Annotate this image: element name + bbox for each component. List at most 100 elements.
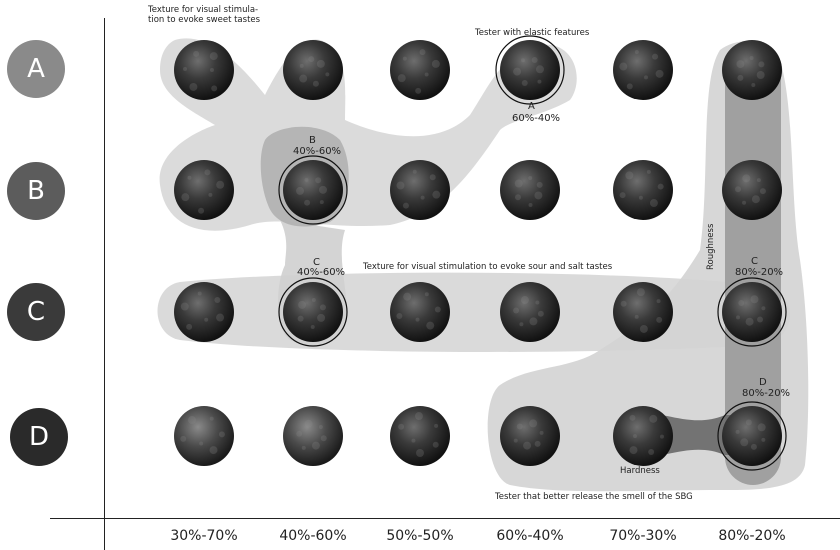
sphere-texture-speck xyxy=(756,178,761,183)
hardness-note: Hardness xyxy=(620,466,660,476)
sphere-texture-speck xyxy=(298,300,307,309)
sphere-texture-speck xyxy=(649,199,658,208)
sphere-texture-speck xyxy=(301,445,306,450)
highlight-c1-letter: C xyxy=(313,257,320,268)
sphere-texture-speck xyxy=(514,179,523,188)
sphere-texture-speck xyxy=(398,423,405,430)
highlight-ring-3 xyxy=(278,277,348,347)
sphere-texture-speck xyxy=(204,317,209,322)
sphere-texture-speck xyxy=(516,423,523,430)
sphere-texture-speck xyxy=(513,307,520,314)
sphere-texture-speck xyxy=(311,441,320,450)
sphere-texture-speck xyxy=(655,69,664,78)
sphere-texture-speck xyxy=(209,446,218,455)
sample-sphere-a-2 xyxy=(283,40,343,100)
sphere-texture-speck xyxy=(187,175,192,180)
sphere-texture-speck xyxy=(319,200,324,205)
sphere-texture-speck xyxy=(757,423,766,432)
sphere-texture-speck xyxy=(311,298,316,303)
sample-sphere-c-5 xyxy=(613,282,673,342)
sphere-texture-speck xyxy=(625,171,634,180)
roughness-note: Roughness xyxy=(706,223,716,270)
sphere-texture-speck xyxy=(432,441,439,448)
sphere-texture-speck xyxy=(199,441,204,446)
sphere-texture-speck xyxy=(416,449,424,457)
sphere-texture-speck xyxy=(534,440,541,447)
sphere-texture-speck xyxy=(536,181,543,188)
row-label-b: B xyxy=(7,162,65,220)
sphere-texture-speck xyxy=(186,323,193,330)
sample-sphere-a-5 xyxy=(613,40,673,100)
smell-note: Tester that better release the smell of … xyxy=(495,492,693,502)
sphere-texture-speck xyxy=(649,414,658,423)
sphere-texture-speck xyxy=(534,191,543,200)
sphere-texture-speck xyxy=(619,192,626,199)
highlight-ring-4 xyxy=(717,277,787,347)
sphere-texture-speck xyxy=(742,200,747,205)
sphere-texture-speck xyxy=(735,186,742,193)
sphere-texture-speck xyxy=(513,438,518,443)
sphere-texture-speck xyxy=(415,87,422,94)
sphere-texture-speck xyxy=(299,74,308,83)
sphere-texture-speck xyxy=(620,300,627,307)
sphere-texture-speck xyxy=(735,315,740,320)
sphere-texture-speck xyxy=(312,80,319,87)
sphere-texture-speck xyxy=(537,310,544,317)
sphere-texture-speck xyxy=(537,79,542,84)
sphere-texture-speck xyxy=(424,72,429,77)
sphere-texture-speck xyxy=(180,302,189,311)
sphere-texture-speck xyxy=(216,313,225,322)
highlight-c2-ratio: 80%-20% xyxy=(735,267,784,278)
row-label-d: D xyxy=(10,408,68,466)
sphere-texture-speck xyxy=(633,434,638,439)
sphere-texture-speck xyxy=(434,306,441,313)
sphere-texture-speck xyxy=(419,49,426,56)
highlight-c1-ratio: 40%-60% xyxy=(297,267,346,278)
sphere-texture-speck xyxy=(402,56,407,61)
sphere-texture-speck xyxy=(403,292,412,301)
sphere-texture-speck xyxy=(656,299,661,304)
column-label-60-40: 60%-40% xyxy=(496,528,564,544)
sample-sphere-d-5 xyxy=(613,406,673,466)
sphere-texture-speck xyxy=(656,316,663,323)
sample-sphere-a-4 xyxy=(500,40,560,100)
row-label-c: C xyxy=(7,283,65,341)
sphere-texture-speck xyxy=(519,322,524,327)
sphere-texture-speck xyxy=(396,313,403,320)
sphere-texture-speck xyxy=(749,56,754,61)
sphere-texture-speck xyxy=(211,85,218,92)
highlight-ring-5 xyxy=(717,401,787,471)
sphere-texture-speck xyxy=(636,288,645,297)
sphere-texture-speck xyxy=(412,169,417,174)
sphere-texture-speck xyxy=(629,414,636,421)
sphere-texture-speck xyxy=(431,59,440,68)
sphere-texture-speck xyxy=(738,300,745,307)
sphere-texture-speck xyxy=(626,83,633,90)
sample-sphere-b-2 xyxy=(283,160,343,220)
sphere-texture-speck xyxy=(520,296,529,305)
sphere-texture-speck xyxy=(198,207,205,214)
highlight-c2-letter: C xyxy=(751,256,758,267)
sample-sphere-b-5 xyxy=(613,160,673,220)
sphere-texture-speck xyxy=(414,412,423,421)
sample-sphere-c-2 xyxy=(283,282,343,342)
sphere-texture-speck xyxy=(761,306,766,311)
elastic-note: Tester with elastic features xyxy=(475,28,590,38)
sphere-texture-speck xyxy=(539,430,544,435)
sample-sphere-c-6 xyxy=(722,282,782,342)
sphere-texture-speck xyxy=(318,424,323,429)
sample-sphere-d-3 xyxy=(390,406,450,466)
highlight-ring-2 xyxy=(278,155,348,225)
sample-sphere-b-6 xyxy=(722,160,782,220)
sphere-texture-speck xyxy=(756,71,765,79)
sphere-texture-speck xyxy=(758,61,765,68)
highlight-ring-1 xyxy=(495,35,565,105)
sphere-texture-speck xyxy=(529,419,538,428)
sphere-texture-speck xyxy=(316,59,325,68)
sphere-texture-speck xyxy=(187,416,196,425)
sphere-texture-speck xyxy=(535,65,544,74)
sphere-texture-speck xyxy=(742,174,751,183)
sphere-texture-speck xyxy=(751,82,756,87)
sphere-texture-speck xyxy=(513,67,522,76)
